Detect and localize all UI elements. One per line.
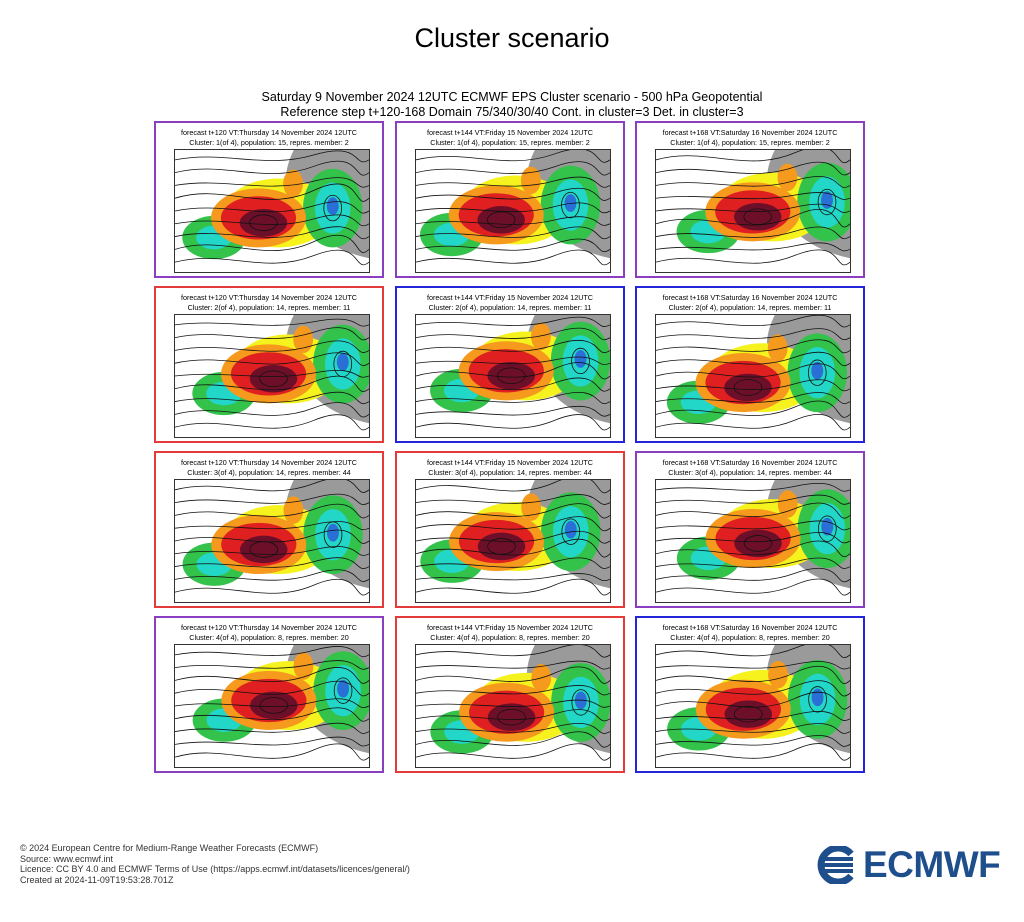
cluster-panel: forecast t+120 VT:Thursday 14 November 2… xyxy=(154,451,384,608)
geopotential-map xyxy=(415,644,611,768)
panel-cluster-line: Cluster: 2(of 4), population: 14, repres… xyxy=(428,302,592,312)
geopotential-map xyxy=(415,479,611,603)
map-image xyxy=(175,480,369,602)
cluster-panel: forecast t+168 VT:Saturday 16 November 2… xyxy=(635,121,865,278)
map-image xyxy=(416,480,610,602)
panel-caption: forecast t+168 VT:Saturday 16 November 2… xyxy=(637,458,863,477)
panel-cluster-line: Cluster: 1(of 4), population: 15, repres… xyxy=(189,137,349,147)
panel-caption: forecast t+144 VT:Friday 15 November 202… xyxy=(397,128,623,147)
panel-forecast-line: forecast t+168 VT:Saturday 16 November 2… xyxy=(662,623,838,632)
panel-caption: forecast t+144 VT:Friday 15 November 202… xyxy=(397,623,623,642)
panel-cluster-line: Cluster: 3(of 4), population: 14, repres… xyxy=(187,467,351,477)
panel-forecast-line: forecast t+144 VT:Friday 15 November 202… xyxy=(427,128,593,137)
map-image xyxy=(416,645,610,767)
geopotential-map xyxy=(655,149,851,273)
map-image xyxy=(416,315,610,437)
footer-copyright: © 2024 European Centre for Medium-Range … xyxy=(20,843,319,853)
geopotential-map xyxy=(415,314,611,438)
header-line-2: Reference step t+120-168 Domain 75/340/3… xyxy=(280,105,744,119)
geopotential-map xyxy=(174,479,370,603)
cluster-panel: forecast t+168 VT:Saturday 16 November 2… xyxy=(635,451,865,608)
panel-forecast-line: forecast t+120 VT:Thursday 14 November 2… xyxy=(181,293,357,302)
map-image xyxy=(175,645,369,767)
panel-cluster-line: Cluster: 3(of 4), population: 14, repres… xyxy=(668,467,832,477)
panel-caption: forecast t+144 VT:Friday 15 November 202… xyxy=(397,458,623,477)
map-image xyxy=(656,150,850,272)
map-image xyxy=(175,315,369,437)
footer-source: Source: www.ecmwf.int xyxy=(20,853,114,864)
ecmwf-logo-icon xyxy=(817,846,854,884)
panel-forecast-line: forecast t+168 VT:Saturday 16 November 2… xyxy=(662,293,838,302)
map-image xyxy=(416,150,610,272)
ecmwf-logo-text: ECMWF xyxy=(863,844,1001,885)
geopotential-map xyxy=(174,314,370,438)
panel-cluster-line: Cluster: 4(of 4), population: 8, repres.… xyxy=(430,632,590,642)
ecmwf-logo: ECMWF xyxy=(813,846,1008,884)
footer: © 2024 European Centre for Medium-Range … xyxy=(20,843,410,885)
panel-cluster-line: Cluster: 1(of 4), population: 15, repres… xyxy=(430,137,590,147)
map-image xyxy=(656,645,850,767)
cluster-panel: forecast t+144 VT:Friday 15 November 202… xyxy=(395,616,625,773)
panel-forecast-line: forecast t+120 VT:Thursday 14 November 2… xyxy=(181,128,357,137)
cluster-panel: forecast t+144 VT:Friday 15 November 202… xyxy=(395,121,625,278)
map-image xyxy=(656,480,850,602)
geopotential-map xyxy=(174,644,370,768)
panel-cluster-line: Cluster: 1(of 4), population: 15, repres… xyxy=(670,137,830,147)
panel-caption: forecast t+168 VT:Saturday 16 November 2… xyxy=(637,128,863,147)
page-title: Cluster scenario xyxy=(414,23,610,53)
panel-forecast-line: forecast t+144 VT:Friday 15 November 202… xyxy=(427,623,593,632)
panel-caption: forecast t+120 VT:Thursday 14 November 2… xyxy=(156,458,382,477)
map-image xyxy=(656,315,850,437)
panel-forecast-line: forecast t+168 VT:Saturday 16 November 2… xyxy=(662,128,838,137)
panel-forecast-line: forecast t+120 VT:Thursday 14 November 2… xyxy=(181,458,357,467)
panel-cluster-line: Cluster: 4(of 4), population: 8, repres.… xyxy=(670,632,830,642)
panel-cluster-line: Cluster: 2(of 4), population: 14, repres… xyxy=(187,302,351,312)
panel-caption: forecast t+120 VT:Thursday 14 November 2… xyxy=(156,293,382,312)
cluster-panel: forecast t+120 VT:Thursday 14 November 2… xyxy=(154,121,384,278)
cluster-panel: forecast t+120 VT:Thursday 14 November 2… xyxy=(154,616,384,773)
cluster-panel-grid: forecast t+120 VT:Thursday 14 November 2… xyxy=(154,121,870,777)
map-image xyxy=(175,150,369,272)
footer-created: Created at 2024-11-09T19:53:28.701Z xyxy=(20,874,174,885)
panel-caption: forecast t+144 VT:Friday 15 November 202… xyxy=(397,293,623,312)
cluster-panel: forecast t+168 VT:Saturday 16 November 2… xyxy=(635,286,865,443)
cluster-panel: forecast t+144 VT:Friday 15 November 202… xyxy=(395,286,625,443)
panel-cluster-line: Cluster: 4(of 4), population: 8, repres.… xyxy=(189,632,349,642)
panel-caption: forecast t+168 VT:Saturday 16 November 2… xyxy=(637,293,863,312)
panel-caption: forecast t+120 VT:Thursday 14 November 2… xyxy=(156,128,382,147)
geopotential-map xyxy=(655,314,851,438)
footer-licence: Licence: CC BY 4.0 and ECMWF Terms of Us… xyxy=(20,864,410,874)
chart-header: Saturday 9 November 2024 12UTC ECMWF EPS… xyxy=(200,90,824,120)
panel-forecast-line: forecast t+120 VT:Thursday 14 November 2… xyxy=(181,623,357,632)
geopotential-map xyxy=(174,149,370,273)
cluster-panel: forecast t+120 VT:Thursday 14 November 2… xyxy=(154,286,384,443)
panel-caption: forecast t+168 VT:Saturday 16 November 2… xyxy=(637,623,863,642)
geopotential-map xyxy=(655,644,851,768)
panel-cluster-line: Cluster: 2(of 4), population: 14, repres… xyxy=(668,302,832,312)
panel-forecast-line: forecast t+144 VT:Friday 15 November 202… xyxy=(427,458,593,467)
geopotential-map xyxy=(655,479,851,603)
cluster-panel: forecast t+144 VT:Friday 15 November 202… xyxy=(395,451,625,608)
panel-caption: forecast t+120 VT:Thursday 14 November 2… xyxy=(156,623,382,642)
panel-forecast-line: forecast t+168 VT:Saturday 16 November 2… xyxy=(662,458,838,467)
header-line-1: Saturday 9 November 2024 12UTC ECMWF EPS… xyxy=(261,90,763,104)
geopotential-map xyxy=(415,149,611,273)
panel-cluster-line: Cluster: 3(of 4), population: 14, repres… xyxy=(428,467,592,477)
cluster-panel: forecast t+168 VT:Saturday 16 November 2… xyxy=(635,616,865,773)
panel-forecast-line: forecast t+144 VT:Friday 15 November 202… xyxy=(427,293,593,302)
